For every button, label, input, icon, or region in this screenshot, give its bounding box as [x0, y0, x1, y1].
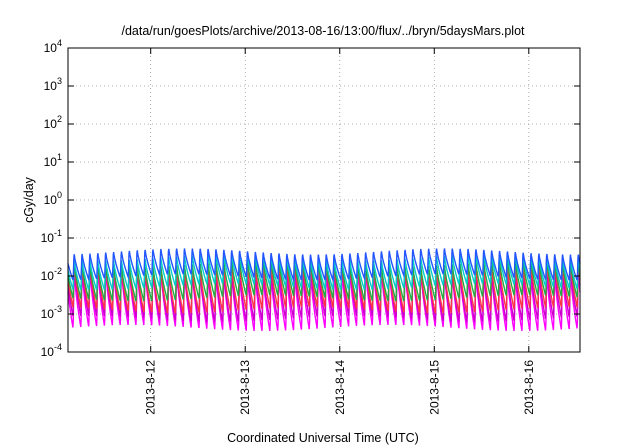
y-tick-label: 101 [44, 152, 62, 169]
y-tick-label: 100 [44, 190, 62, 207]
y-axis-label: cGy/day [22, 176, 36, 223]
x-tick-label: 2013-8-12 [144, 360, 158, 415]
y-tick-label: 104 [44, 38, 62, 55]
y-tick-label: 10-4 [41, 342, 62, 359]
x-tick-label: 2013-8-16 [522, 360, 536, 415]
y-tick-label: 102 [44, 114, 62, 131]
series-group [67, 248, 581, 332]
y-tick-label: 103 [44, 76, 62, 93]
x-tick-label: 2013-8-15 [427, 360, 441, 415]
x-tick-label: 2013-8-14 [333, 360, 347, 415]
x-tick-label: 2013-8-13 [238, 360, 252, 415]
y-axis: 10-4 10-3 10-2 10-1 100 101 102 103 104 [41, 38, 580, 359]
chart-title: /data/run/goesPlots/archive/2013-08-16/1… [121, 24, 525, 38]
data-series-line [67, 254, 581, 291]
y-tick-label: 10-2 [41, 266, 62, 283]
x-axis-label: Coordinated Universal Time (UTC) [227, 431, 419, 445]
x-axis: 2013-8-12 2013-8-13 2013-8-14 2013-8-15 2013… [144, 48, 536, 415]
y-tick-label: 10-3 [41, 304, 62, 321]
y-tick-label: 10-1 [41, 228, 62, 245]
data-series-line [67, 248, 581, 283]
data-series-line [67, 260, 581, 302]
